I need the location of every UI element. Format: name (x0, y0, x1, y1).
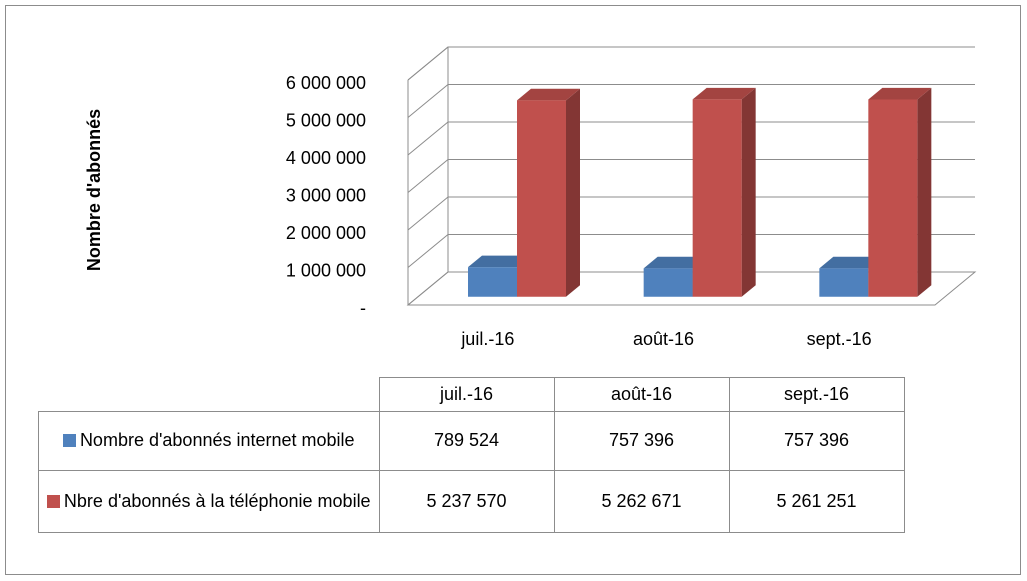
grid-line (407, 84, 975, 118)
bar-top (819, 256, 883, 269)
y-tick-label: 5 000 000 (286, 110, 366, 130)
grid-line (407, 159, 975, 193)
legend-swatch (62, 434, 76, 447)
bar-front (517, 100, 566, 297)
bar (517, 88, 580, 297)
y-tick-label: 1 000 000 (286, 260, 366, 280)
bar (692, 87, 756, 297)
bar (868, 87, 932, 297)
bar-top (692, 87, 756, 100)
table-value: 757 396 (728, 410, 905, 471)
y-tick-label: 2 000 000 (286, 223, 366, 243)
y-axis-title: Nombre d'abonnés (84, 109, 104, 271)
grid-line (407, 271, 975, 306)
data-table: juil.-16 août-16 sept.-16 Nombre d'abonnés … (38, 377, 905, 533)
grid-line (407, 196, 975, 231)
x-tick-label: sept.-16 (807, 329, 872, 349)
table-value: 789 524 (378, 410, 555, 471)
legend-swatch (46, 494, 60, 508)
grid-line (407, 46, 975, 81)
table-value: 5 237 570 (378, 469, 555, 533)
legend-entry: Nombre d'abonnés internet mobile (38, 410, 380, 471)
bar-front (643, 268, 693, 297)
bar-front (868, 99, 918, 297)
x-tick-label: juil.-16 (460, 329, 514, 349)
legend-entry: Nbre d'abonnés à la téléphonie mobile (38, 469, 380, 533)
table-row: Nbre d'abonnés à la téléphonie mobile 5 2… (38, 469, 905, 533)
bar-top (468, 255, 531, 268)
table-value: 5 261 251 (728, 469, 905, 533)
bar-top (868, 87, 932, 100)
y-tick-label: 3 000 000 (286, 185, 366, 205)
table-corner (39, 378, 380, 412)
legend-label: Nombre d'abonnés internet mobile (79, 430, 355, 450)
bar-side (741, 87, 756, 297)
bar-front (819, 268, 869, 297)
table-value: 5 262 671 (553, 469, 730, 533)
bar-top (517, 88, 580, 101)
table-header: août-16 (553, 377, 730, 412)
y-tick-label: 4 000 000 (286, 148, 366, 168)
y-tick-label: - (360, 298, 366, 318)
y-tick-label: 6 000 000 (286, 73, 366, 93)
bar-front (468, 267, 517, 297)
table-header-row: juil.-16 août-16 sept.-16 (39, 377, 905, 412)
table-header: juil.-16 (378, 377, 555, 412)
bar-side (566, 88, 580, 297)
x-tick-label: août-16 (633, 329, 694, 349)
table-header: sept.-16 (728, 377, 905, 412)
table-row: Nombre d'abonnés internet mobile 789 524 7… (38, 410, 905, 471)
table-value: 757 396 (553, 410, 730, 471)
grid-line (407, 234, 975, 268)
bar-front (692, 99, 742, 297)
legend-label: Nbre d'abonnés à la téléphonie mobile (63, 490, 371, 511)
bar-side (917, 87, 932, 297)
grid-line (407, 121, 975, 156)
bar-top (643, 256, 707, 269)
